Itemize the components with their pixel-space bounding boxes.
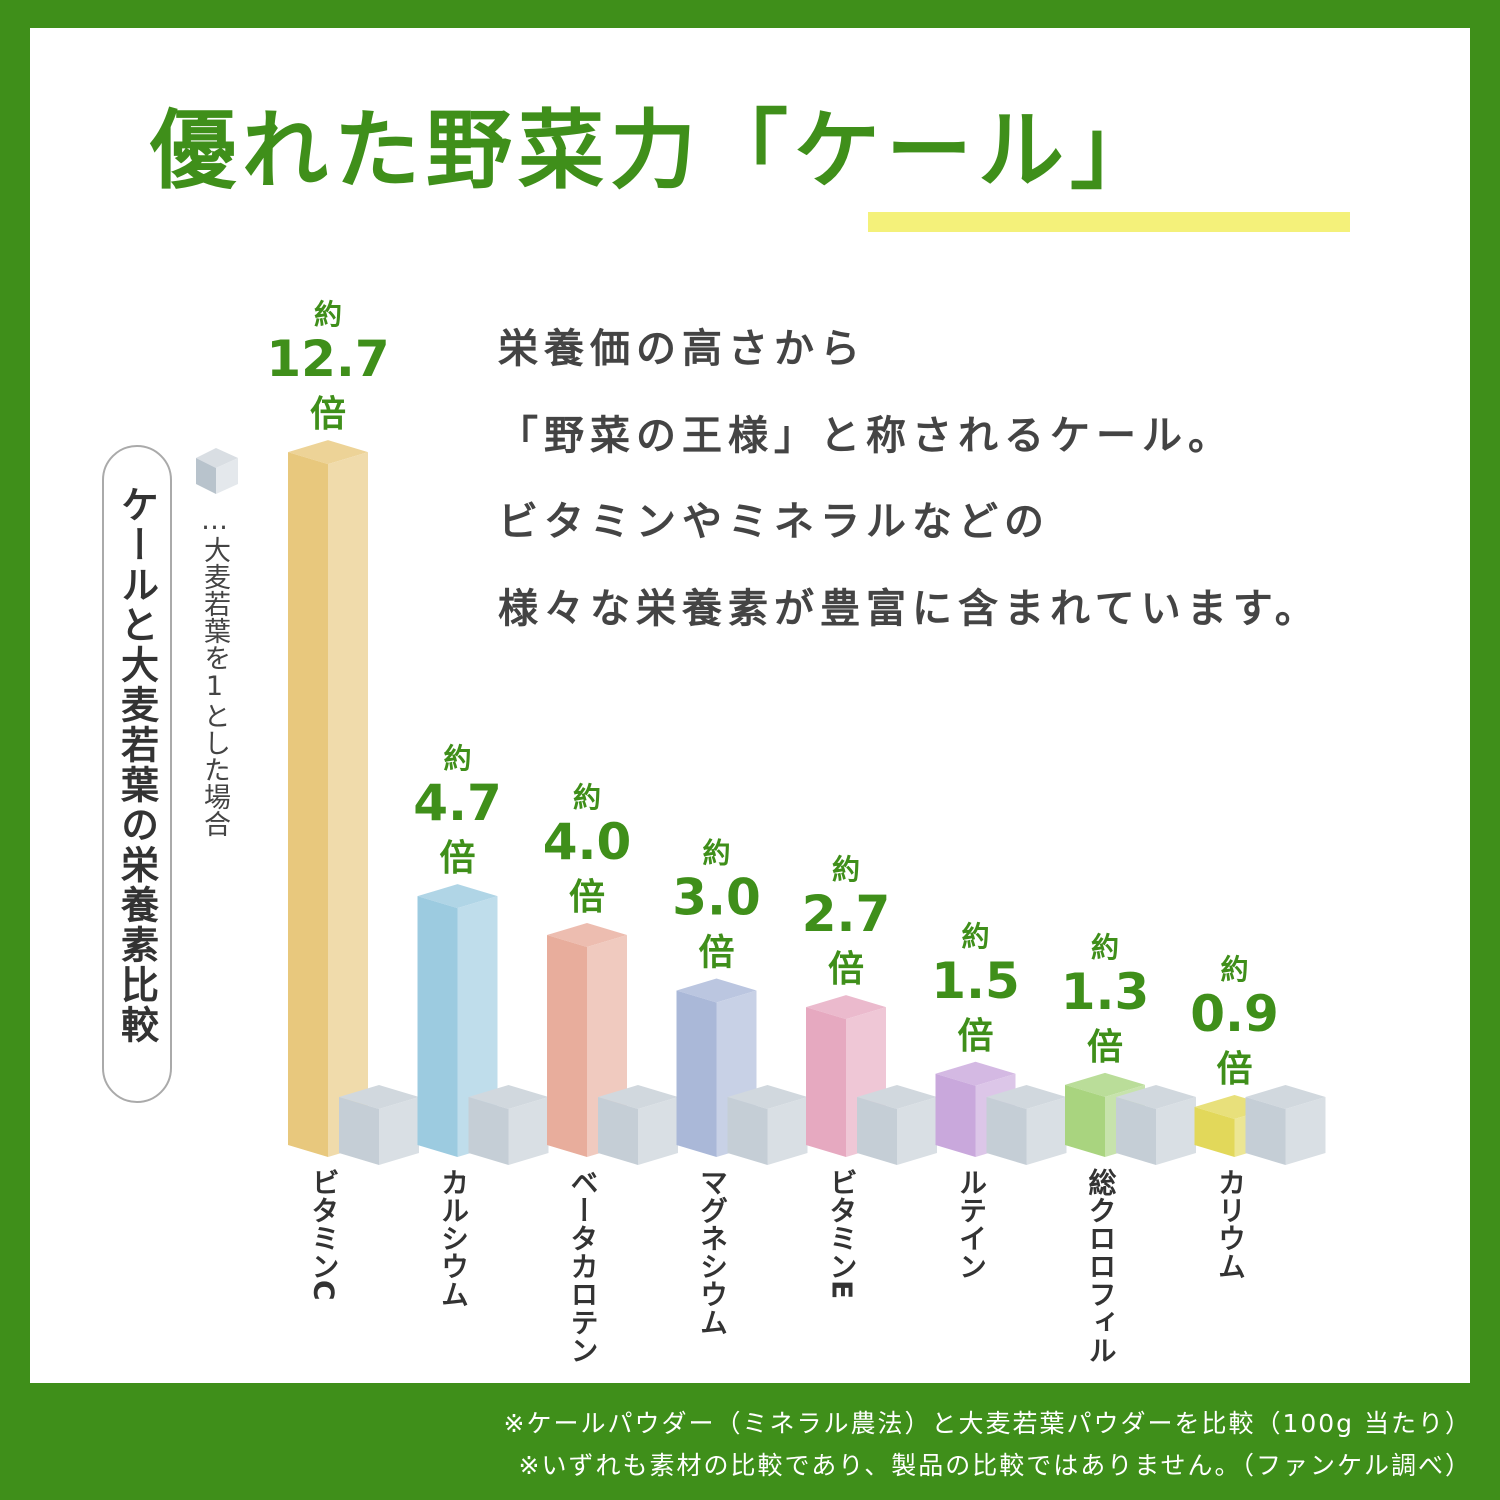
footnote-1: ※ケールパウダー（ミネラル農法）と大麦若葉パウダーを比較（100g 当たり）: [503, 1409, 1472, 1438]
value-prefix: 約: [314, 298, 342, 331]
value-label: 0.9: [1190, 985, 1279, 1043]
legend-text: …大麦若葉を1とした場合: [199, 505, 230, 837]
value-suffix: 倍: [569, 877, 605, 918]
value-prefix: 約: [443, 742, 471, 775]
value-label: 1.3: [1061, 963, 1150, 1021]
value-prefix: 約: [1091, 931, 1119, 964]
footnote-2: ※いずれも素材の比較であり、製品の比較ではありません。（ファンケル調べ）: [518, 1451, 1472, 1480]
body-line-1: 栄養価の高さから: [498, 326, 866, 372]
category-label: カルシウム: [437, 1168, 470, 1308]
value-suffix: 倍: [1216, 1049, 1252, 1090]
category-label: ビタミンC: [308, 1168, 341, 1301]
baseline-cube: [339, 1085, 419, 1165]
value-prefix: 約: [573, 781, 601, 814]
value-label: 4.7: [413, 774, 502, 832]
value-label: 4.0: [543, 813, 632, 871]
category-label: カリウム: [1214, 1168, 1247, 1280]
baseline-cube: [1245, 1085, 1326, 1165]
bar-chart: 約12.7倍ビタミンC約4.7倍カルシウム約4.0倍ベータカロテン約3.0倍マグ…: [266, 298, 1326, 1364]
page-title: 優れた野菜力「ケール」: [150, 101, 1162, 201]
value-label: 3.0: [672, 869, 761, 927]
value-suffix: 倍: [1087, 1027, 1123, 1068]
legend-cube-icon: [196, 448, 238, 494]
footnotes: ※ケールパウダー（ミネラル農法）と大麦若葉パウダーを比較（100g 当たり） ※…: [504, 1403, 1472, 1487]
baseline-cube: [727, 1085, 808, 1165]
value-prefix: 約: [1220, 953, 1248, 986]
baseline-cube: [1116, 1085, 1196, 1165]
value-label: 1.5: [931, 952, 1020, 1010]
title-highlight: [868, 212, 1350, 232]
chart-label: ケールと大麦若葉の栄養素比較: [114, 485, 159, 1045]
baseline-cube: [986, 1085, 1067, 1165]
value-label: 12.7: [266, 330, 389, 388]
value-suffix: 倍: [828, 949, 864, 990]
category-label: 総クロロフィル: [1085, 1167, 1118, 1364]
baseline-cube: [598, 1085, 678, 1165]
value-prefix: 約: [832, 853, 860, 886]
value-prefix: 約: [961, 920, 989, 953]
body-line-3: ビタミンやミネラルなどの: [498, 499, 1050, 545]
baseline-cube: [857, 1085, 937, 1165]
value-prefix: 約: [702, 837, 730, 870]
value-suffix: 倍: [957, 1016, 993, 1057]
category-label: ビタミンE: [826, 1168, 859, 1300]
category-label: ベータカロテン: [567, 1168, 600, 1364]
baseline-cube: [468, 1085, 549, 1165]
category-label: ルテイン: [955, 1168, 988, 1280]
value-suffix: 倍: [439, 838, 475, 879]
body-line-2: 「野菜の王様」と称されるケール。: [498, 413, 1234, 459]
value-label: 2.7: [802, 885, 891, 943]
body-line-4: 様々な栄養素が豊富に含まれています。: [498, 586, 1321, 632]
value-suffix: 倍: [310, 394, 346, 435]
chart-label-pill: ケールと大麦若葉の栄養素比較: [102, 445, 172, 1103]
category-label: マグネシウム: [696, 1168, 729, 1336]
value-suffix: 倍: [698, 933, 734, 974]
